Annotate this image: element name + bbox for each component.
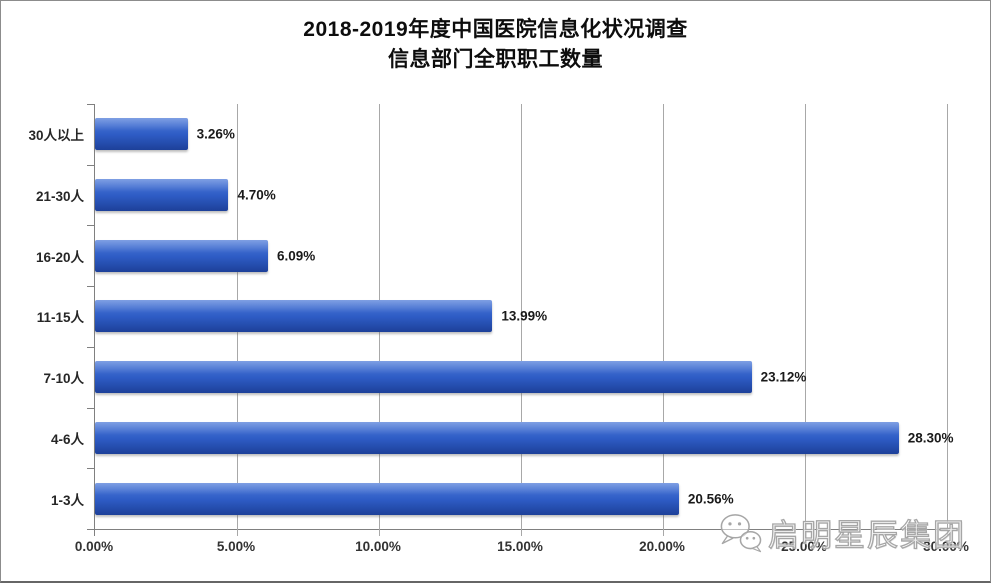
y-tick-mark (87, 468, 95, 470)
bar (95, 482, 679, 515)
bar (95, 361, 752, 394)
bar-row: 4-6人 28.30% (51, 408, 954, 469)
bar-row: 1-3人 20.56% (51, 468, 947, 529)
y-tick-mark (87, 104, 95, 105)
value-label: 23.12% (760, 369, 807, 385)
bar (95, 421, 899, 454)
x-axis: 0.00% 5.00% 10.00% 15.00% 20.00% 25.00% 30.00% (75, 539, 969, 557)
category-label: 4-6人 (50, 431, 84, 447)
y-tick-mark (87, 407, 95, 409)
bar (95, 239, 268, 272)
chart-title-line1: 2018-2019年度中国医院信息化状况调查 (303, 18, 688, 41)
y-tick-mark (87, 164, 95, 166)
bar-row: 30人以上 3.26% (28, 104, 947, 165)
bar-row: 16-20人 6.09% (36, 225, 947, 286)
value-label: 13.99% (501, 308, 548, 324)
y-tick-mark (87, 286, 95, 288)
bar (95, 179, 229, 212)
value-label: 6.09% (276, 248, 316, 264)
x-axis-label: 15.00% (497, 539, 543, 554)
x-axis-label: 25.00% (781, 539, 827, 554)
value-label: 3.26% (196, 126, 235, 142)
gridline (662, 104, 664, 536)
value-label: 4.70% (237, 187, 276, 203)
category-label: 11-15人 (36, 310, 84, 326)
value-label: 28.30% (907, 430, 954, 446)
plot-area: 30人以上 3.26% 21-30人 4.70% 16-20人 6.09% 11-15人 13… (28, 104, 954, 536)
bar (95, 300, 493, 333)
bar-row: 11-15人 13.99% (37, 286, 947, 347)
x-axis-label: 0.00% (74, 539, 114, 554)
x-axis-label: 10.00% (355, 539, 401, 554)
category-label: 30人以上 (28, 128, 84, 144)
gridline (947, 104, 948, 536)
chart-title-line2: 信息部门全职职工数量 (388, 48, 603, 71)
category-label: 21-30人 (35, 189, 84, 205)
category-label: 1-3人 (50, 492, 84, 508)
y-tick-mark (87, 346, 95, 348)
x-axis-label: 30.00% (923, 539, 969, 554)
x-axis-label: 20.00% (639, 539, 685, 554)
gridline (521, 104, 522, 536)
x-tick-mark (94, 529, 95, 536)
chart-title: 2018-2019年度中国医院信息化状况调查 信息部门全职职工数量 (1, 15, 990, 75)
y-tick-mark (87, 529, 95, 530)
bar (95, 118, 188, 151)
y-tick-mark (87, 225, 95, 227)
bar-row: 7-10人 23.12% (43, 347, 947, 408)
value-label: 20.56% (687, 491, 734, 507)
category-label: 7-10人 (43, 371, 84, 387)
x-axis-label: 5.00% (216, 539, 256, 554)
gridline (805, 104, 806, 536)
category-label: 16-20人 (35, 249, 84, 265)
bar-row: 21-30人 4.70% (36, 165, 947, 226)
